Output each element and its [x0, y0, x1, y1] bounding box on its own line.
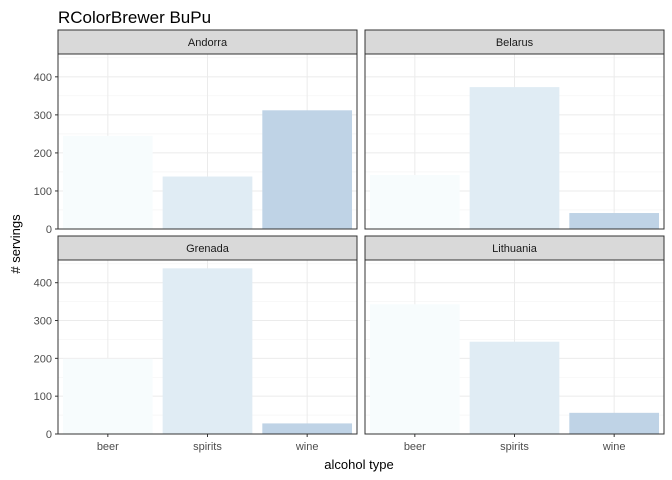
y-tick-label: 0	[46, 429, 52, 441]
y-tick-label: 400	[34, 72, 52, 84]
bar-wine	[569, 213, 660, 229]
facet-strip-label: Andorra	[188, 37, 228, 49]
facet-strip-label: Lithuania	[492, 243, 538, 255]
bar-wine	[569, 412, 660, 434]
facet-panel-andorra: Andorra 0 100 200 300 400	[34, 29, 358, 236]
x-tick-label: wine	[295, 441, 319, 453]
bar-spirits	[469, 87, 560, 229]
y-tick-label: 0	[46, 224, 52, 236]
y-tick-label: 100	[34, 391, 52, 403]
x-tick-label: spirits	[500, 441, 529, 453]
panel-border	[364, 53, 665, 230]
bar-wine	[262, 423, 353, 434]
facet-panel-belarus: Belarus	[364, 29, 665, 230]
y-tick-label: 400	[34, 278, 52, 290]
y-tick-label: 300	[34, 110, 52, 122]
y-tick-label: 200	[34, 353, 52, 365]
bar-beer	[369, 304, 460, 434]
facet-strip	[57, 235, 358, 261]
x-tick-label: wine	[602, 441, 626, 453]
facet-panels: Andorra 0 100 200 300 400 Belarus Grenada 0 100 20…	[34, 29, 665, 453]
chart-title: RColorBrewer BuPu	[58, 8, 211, 27]
x-tick-label: spirits	[193, 441, 222, 453]
facet-panel-grenada: Grenada 0 100 200 300 400 beer spirits wine	[34, 235, 358, 453]
x-tick-label: beer	[97, 441, 119, 453]
bar-spirits	[469, 341, 560, 434]
facet-strip-label: Grenada	[186, 243, 230, 255]
facet-strip	[57, 29, 358, 55]
bar-beer	[369, 174, 460, 229]
facet-strip-label: Belarus	[496, 37, 534, 49]
x-axis-title: alcohol type	[324, 457, 393, 472]
bar-beer	[62, 135, 153, 229]
bar-wine	[262, 110, 353, 229]
bar-spirits	[162, 268, 253, 434]
y-tick-label: 200	[34, 148, 52, 160]
bar-beer	[62, 358, 153, 434]
facet-strip	[364, 29, 665, 55]
panel-border	[57, 53, 358, 230]
facet-strip	[364, 235, 665, 261]
bar-spirits	[162, 176, 253, 229]
y-tick-label: 100	[34, 186, 52, 198]
y-axis-title: # servings	[8, 214, 23, 274]
x-tick-label: beer	[404, 441, 426, 453]
facet-panel-lithuania: Lithuania beer spirits wine	[364, 235, 665, 453]
y-tick-label: 300	[34, 316, 52, 328]
